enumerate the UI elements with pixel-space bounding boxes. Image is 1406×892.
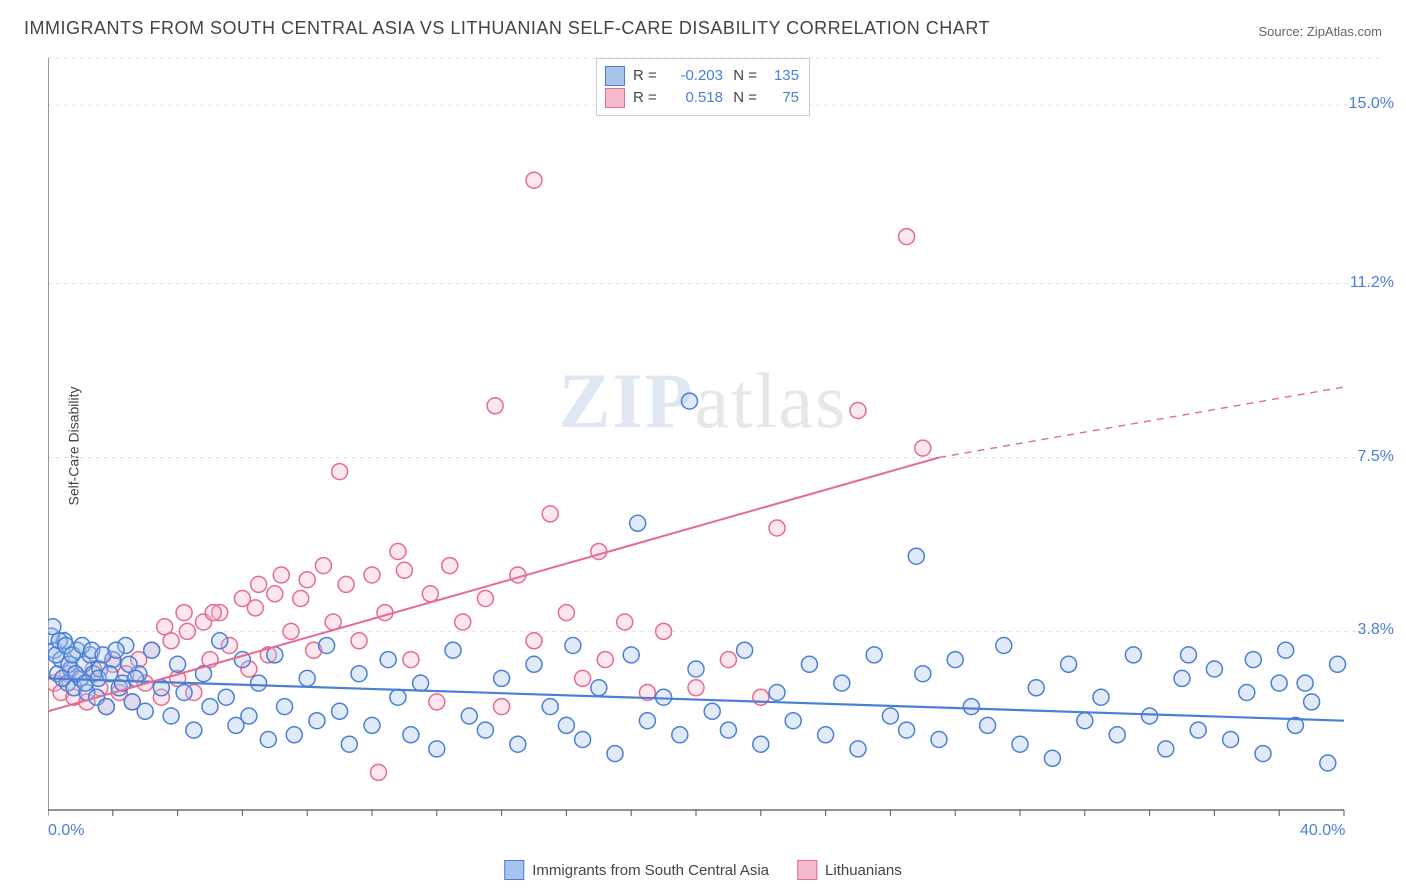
legend-swatch-icon-2 [797, 860, 817, 880]
legend-row-1: R = -0.203 N = 135 [605, 65, 799, 87]
y-tick-label: 3.8% [1358, 621, 1394, 639]
legend-label-2: Lithuanians [825, 862, 902, 879]
legend-n-value-2: 75 [765, 87, 799, 109]
scatter-points [48, 172, 1346, 780]
legend-r-value-2: 0.518 [669, 87, 723, 109]
legend-swatch-1 [605, 66, 625, 86]
x-tick-min: 0.0% [48, 822, 84, 840]
y-tick-label: 7.5% [1358, 448, 1394, 466]
legend-r-label-2: R = [633, 87, 661, 109]
legend-n-label-1: N = [731, 65, 757, 87]
y-tick-label: 15.0% [1349, 95, 1394, 113]
legend-swatch-icon-1 [504, 860, 524, 880]
source-label: Source: ZipAtlas.com [1258, 24, 1382, 39]
series-legend: Immigrants from South Central Asia Lithu… [504, 860, 902, 880]
legend-swatch-2 [605, 88, 625, 108]
axes [48, 58, 1344, 816]
chart-title: IMMIGRANTS FROM SOUTH CENTRAL ASIA VS LI… [24, 18, 990, 39]
legend-r-value-1: -0.203 [669, 65, 723, 87]
legend-n-label-2: N = [731, 87, 757, 109]
legend-n-value-1: 135 [765, 65, 799, 87]
legend-label-1: Immigrants from South Central Asia [532, 862, 769, 879]
scatter-plot [48, 50, 1380, 840]
legend-r-label-1: R = [633, 65, 661, 87]
x-tick-max: 40.0% [1300, 822, 1345, 840]
legend-row-2: R = 0.518 N = 75 [605, 87, 799, 109]
legend-item-1: Immigrants from South Central Asia [504, 860, 769, 880]
y-tick-label: 11.2% [1350, 274, 1394, 292]
legend-item-2: Lithuanians [797, 860, 902, 880]
correlation-legend: R = -0.203 N = 135 R = 0.518 N = 75 [596, 58, 810, 116]
gridlines [48, 58, 1380, 631]
